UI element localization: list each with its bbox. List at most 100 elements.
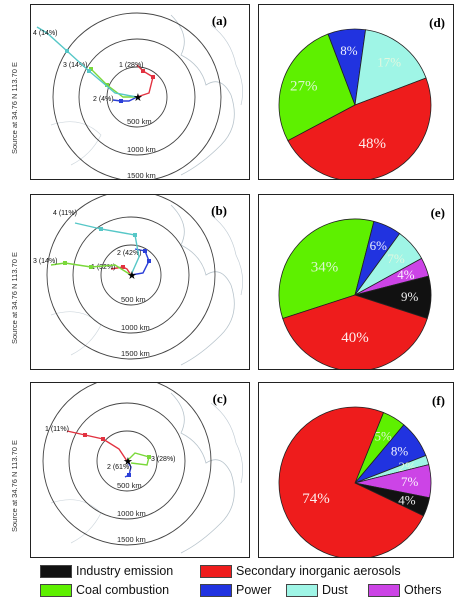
distance-ring [78,38,196,156]
slice-label: 4% [398,493,416,508]
trajectory-line [90,68,137,98]
pie-slice [287,77,432,179]
source-star-icon: ★ [123,456,133,468]
slice-label: 9% [401,289,419,304]
slice-label: 7% [387,251,405,266]
pie-svg: 34% 6%7%4% 9% 40% (e) [278,205,445,369]
slice-label: 27% [290,79,318,95]
trajectory-label: 2 (4%) [93,96,114,103]
legend-swatch-secondary [200,564,232,578]
trajectory-marker [147,455,151,459]
trajectory-marker [83,433,87,437]
trajectory-label: 3 (14%) [33,258,58,265]
panel-label: (d) [429,15,445,30]
ring-label: 1000 km [121,323,150,332]
legend-swatch-dust [286,583,318,597]
province-border [50,121,102,166]
trajectory-marker [65,49,69,53]
map-svg: 500 km 1000 km 1500 km 1 (11%) 2 (61%) 3 (28%… [42,383,243,554]
trajectory-marker [143,249,147,253]
trajectory-marker [151,75,155,79]
legend-label-others: Others [404,583,442,597]
trajectory-label: 4 (11%) [53,210,77,217]
legend-item-dust: Dust [286,581,348,599]
coastline [210,24,243,106]
pie-slice [354,29,427,106]
source-text: Source at 34.76 N 113.70 E [10,252,19,344]
source-star-icon: ★ [127,270,137,282]
trajectory-marker [121,265,125,269]
trajectory-line [112,96,138,102]
trajectory-marker [63,261,67,265]
source-star-icon: ★ [133,92,143,104]
ring-label: 1000 km [117,509,146,518]
trajectory-label: 3 (14%) [63,62,88,69]
legend-item-industry: Industry emission [40,562,173,580]
trajectory-marker [105,83,109,87]
source-label-b: Source at 34.76 N 113.70 E [4,194,24,370]
source-label-a: Source at 34.76 N 113.70 E [4,4,24,180]
legend-label-dust: Dust [322,583,348,597]
source-label-c: Source at 34.76 N 113.70 E [4,382,24,558]
legend-label-coal: Coal combustion [76,583,170,597]
panel-label: (b) [211,203,227,218]
legend-swatch-power [200,583,232,597]
ring-label: 500 km [127,117,152,126]
panel-label: (a) [212,13,227,28]
legend-swatch-others [368,583,400,597]
slice-label: 8% [391,443,409,458]
map-svg: 500 km 1000 km 1500 km 1 (32%)2 (42%) 3 (14%… [33,195,243,366]
slice-label: 5% [375,428,393,443]
slice-label: 34% [311,259,339,275]
panel-label: (f) [432,393,445,408]
distance-ring [106,66,168,128]
legend-swatch-coal [40,583,72,597]
trajectory-line [36,26,138,98]
legend-item-coal: Coal combustion [40,581,169,599]
map-svg: 500 km 1000 km 1500 km 1 (28%) 2 (4%) 3 (14%)… [33,12,243,179]
legend-label-secondary: Secondary inorganic aerosols [236,564,401,578]
pie-slice [282,294,428,369]
legend-item-secondary: Secondary inorganic aerosols [200,562,401,580]
legend-label-industry: Industry emission [76,564,174,578]
slice-label: 8% [340,43,358,58]
slice-label: 17% [377,55,401,70]
legend-item-power: Power [200,581,271,599]
panel-label: (e) [431,205,445,220]
distance-ring [46,195,216,360]
legend: Industry emission Secondary inorganic ae… [40,562,460,602]
trajectory-marker [141,69,145,73]
slice-label: 74% [302,491,330,507]
trajectory-label: 1 (28%) [119,62,144,69]
slice-label: 48% [359,136,387,152]
pie-slice [278,33,356,142]
trajectory-label: 4 (14%) [33,30,58,37]
trajectory-marker [147,259,151,263]
source-text: Source at 34.76 N 113.70 E [10,440,19,532]
pie-chart-d: 27% 8% 17% 48% (d) [258,4,454,180]
distance-ring [52,12,222,179]
coastline [210,214,243,296]
slice-label: 4% [397,267,415,282]
trajectory-marker [89,265,93,269]
legend-swatch-industry [40,564,72,578]
ring-label: 1500 km [117,535,146,544]
pie-svg: 5%8%2%7%4%74%(f) [278,393,445,557]
trajectory-label: 2 (61%) [107,464,132,471]
ring-label: 500 km [117,481,142,490]
ring-label: 500 km [121,295,146,304]
pie-chart-f: 5% 8% 2% 7% 4% 74% (f) [258,382,454,558]
trajectory-label: 3 (28%) [151,456,176,463]
pie-chart-e: 34% 6% 7% 4% 9% 40% (e) [258,194,454,370]
slice-label: 7% [401,474,419,489]
ring-label: 1000 km [127,145,156,154]
trajectory-map-a: 500 km 1000 km 1500 km 1 (28%) 2 (4%) 3 (14%)… [30,4,250,180]
trajectory-marker [99,227,103,231]
slice-label: 40% [341,330,369,346]
distance-ring [72,216,190,334]
ring-label: 1500 km [127,171,156,179]
legend-item-others: Others [368,581,442,599]
legend-label-power: Power [236,583,272,597]
trajectory-marker [101,437,105,441]
trajectory-marker [119,99,123,103]
